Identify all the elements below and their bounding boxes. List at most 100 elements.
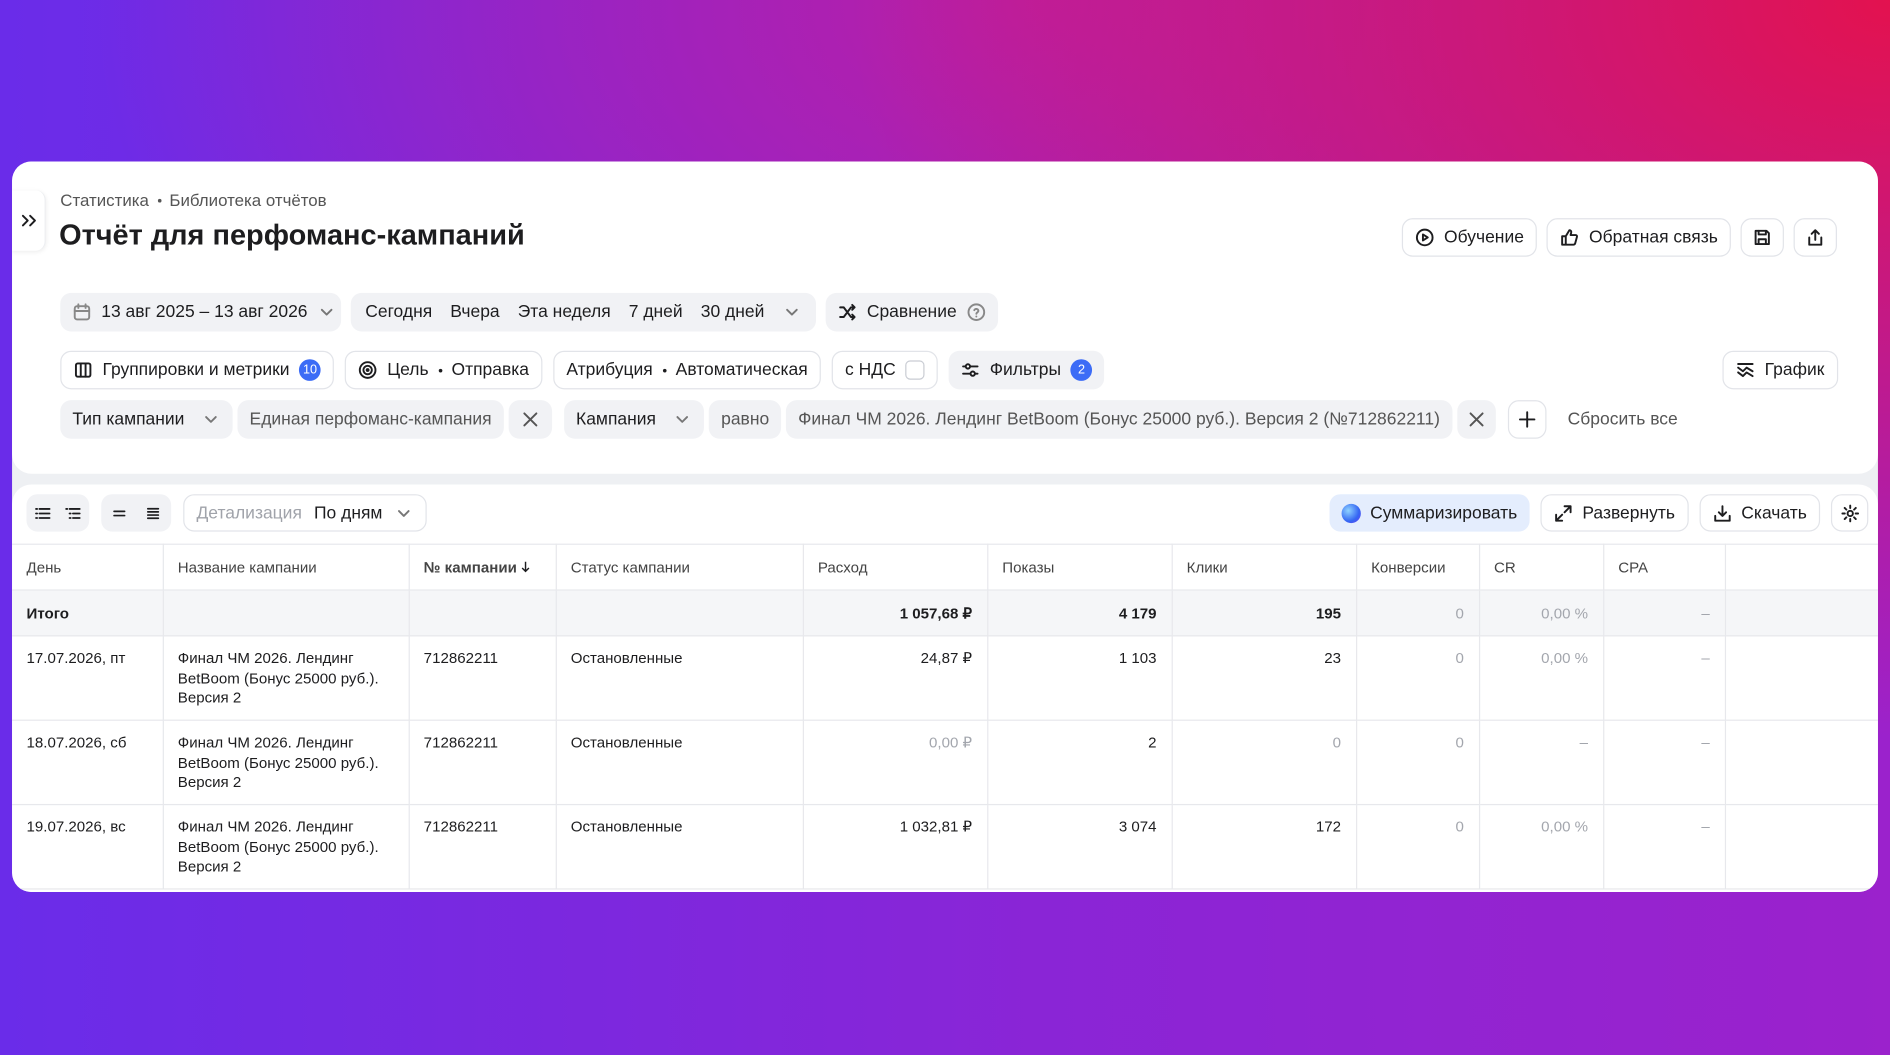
table-cell: 3 074 — [987, 804, 1173, 890]
table-cell: Остановленные — [555, 635, 804, 721]
filter-operator[interactable]: равно — [709, 400, 782, 439]
column-header[interactable]: CR — [1478, 543, 1604, 591]
tree-view-icon[interactable] — [64, 503, 82, 522]
column-header[interactable]: Расход — [802, 543, 988, 591]
download-button[interactable]: Скачать — [1699, 494, 1821, 532]
empty-cell — [1724, 720, 1878, 806]
breadcrumb[interactable]: Библиотека отчётов — [169, 190, 327, 210]
button-label: Группировки и метрики — [102, 360, 290, 380]
chevron-icon — [205, 416, 217, 423]
vat-toggle[interactable]: с НДС — [831, 350, 938, 390]
button-label: Цель — [387, 360, 429, 380]
table-cell: 712862211 — [408, 804, 557, 890]
period-preset[interactable]: Сегодня — [365, 302, 433, 322]
period-preset[interactable]: 30 дней — [700, 302, 765, 322]
plus-icon — [1518, 411, 1535, 428]
column-header[interactable]: CPA — [1603, 543, 1726, 591]
column-header[interactable]: Конверсии — [1356, 543, 1480, 591]
compact-icon[interactable] — [111, 503, 128, 522]
groupings-button[interactable]: Группировки и метрики 10 — [60, 350, 335, 390]
column-spacer — [1724, 543, 1878, 591]
save-button[interactable] — [1740, 218, 1785, 257]
table-cell: 23 — [1171, 635, 1357, 721]
filter-field[interactable]: Тип кампании — [60, 400, 233, 439]
total-cell: 0,00 % — [1478, 590, 1604, 637]
report-header: Статистика Библиотека отчётов Отчёт для … — [12, 161, 1878, 474]
data-row: 18.07.2026, сб Финал ЧМ 2026. Лендинг Bet… — [12, 720, 1878, 806]
list-view-icon[interactable] — [34, 503, 52, 522]
table-cell: 0,00 ₽ — [802, 720, 988, 806]
settings-row: Группировки и метрики 10 Цель Отправка Атр… — [60, 350, 1105, 390]
button-label: Развернуть — [1582, 503, 1675, 523]
header-row: День Название кампании № кампании Статус ка… — [12, 543, 1878, 591]
header-actions: Обучение Обратная связь — [1401, 218, 1838, 257]
settings-button[interactable] — [1830, 494, 1869, 532]
table-cell: 0 — [1171, 720, 1357, 806]
comparison-button[interactable]: Сравнение — [825, 292, 998, 332]
checkbox[interactable] — [905, 360, 925, 380]
filters-button[interactable]: Фильтры 2 — [948, 350, 1105, 390]
summarize-button[interactable]: Суммаризировать — [1329, 494, 1530, 532]
table-cell: 0 — [1356, 804, 1480, 890]
column-header[interactable]: Название кампании — [162, 543, 410, 591]
table-cell: 17.07.2026, пт — [12, 635, 164, 721]
column-header[interactable]: Статус кампании — [555, 543, 804, 591]
table-cell: Финал ЧМ 2026. Лендинг BetBoom (Бонус 25… — [162, 635, 410, 721]
button-label: Суммаризировать — [1370, 503, 1518, 523]
period-preset[interactable]: 7 дней — [628, 302, 683, 322]
feedback-button[interactable]: Обратная связь — [1546, 218, 1732, 257]
column-header[interactable]: Клики — [1171, 543, 1357, 591]
empty-cell — [1724, 804, 1878, 890]
period-preset[interactable]: Эта неделя — [517, 302, 611, 322]
expand-icon — [1554, 504, 1572, 522]
button-label: Обучение — [1444, 227, 1524, 248]
column-header[interactable]: День — [12, 543, 164, 591]
chevron-icon — [21, 214, 36, 227]
table-toolbar: Детализация По дням — [26, 494, 428, 532]
report-table-panel: Детализация По дням Суммаризировать Разве… — [12, 484, 1878, 892]
tutorial-button[interactable]: Обучение — [1401, 218, 1538, 257]
chevron-icon[interactable] — [782, 303, 801, 322]
filter-value[interactable]: Финал ЧМ 2026. Лендинг BetBoom (Бонус 25… — [786, 400, 1452, 439]
remove-filter[interactable] — [508, 400, 552, 439]
filter-value[interactable]: Единая перфоманс-кампания — [237, 400, 504, 439]
share-button[interactable] — [1793, 218, 1838, 257]
download-icon — [1713, 504, 1731, 522]
view-toggle — [26, 494, 90, 532]
table-cell: – — [1603, 635, 1726, 721]
button-value: Автоматическая — [675, 360, 808, 380]
column-header[interactable]: № кампании — [408, 543, 557, 591]
reset-filters[interactable]: Сбросить все — [1567, 409, 1678, 430]
breadcrumb[interactable]: Статистика — [60, 190, 149, 210]
column-header[interactable]: Показы — [987, 543, 1173, 591]
sidebar-toggle[interactable] — [12, 190, 46, 251]
date-range-picker[interactable]: 13 авг 2025 – 13 авг 2026 — [60, 292, 342, 332]
button-label: Фильтры — [989, 360, 1062, 380]
close-icon — [523, 412, 538, 427]
comfortable-icon[interactable] — [145, 503, 162, 522]
remove-filter[interactable] — [1456, 400, 1496, 439]
chevron-icon — [676, 416, 689, 423]
expand-button[interactable]: Развернуть — [1540, 494, 1689, 532]
breadcrumbs: Статистика Библиотека отчётов — [60, 190, 326, 209]
ai-icon — [1341, 503, 1361, 523]
page-title: Отчёт для перфоманс-кампаний — [59, 219, 525, 252]
button-value: Отправка — [451, 360, 530, 380]
total-cell: 195 — [1171, 590, 1357, 637]
table-cell: 1 032,81 ₽ — [802, 804, 988, 890]
chart-button[interactable]: График — [1722, 350, 1838, 390]
detail-select[interactable]: Детализация По дням — [183, 494, 428, 532]
table-cell: 1 103 — [987, 635, 1173, 721]
filter-field[interactable]: Кампания — [563, 400, 705, 439]
attribution-button[interactable]: Атрибуция Автоматическая — [553, 350, 821, 390]
table-actions: Суммаризировать Развернуть Скачать — [1329, 494, 1869, 532]
empty-cell — [1724, 635, 1878, 721]
goal-button[interactable]: Цель Отправка — [345, 350, 543, 390]
filter-row: Тип кампании Единая перфоманс-кампания К… — [60, 400, 1678, 439]
add-filter[interactable] — [1507, 400, 1546, 439]
play-icon — [1415, 228, 1434, 247]
data-row: 19.07.2026, вс Финал ЧМ 2026. Лендинг Bet… — [12, 804, 1878, 890]
period-presets: Сегодня Вчера Эта неделя 7 дней 30 дней — [350, 292, 817, 332]
period-preset[interactable]: Вчера — [450, 302, 500, 322]
